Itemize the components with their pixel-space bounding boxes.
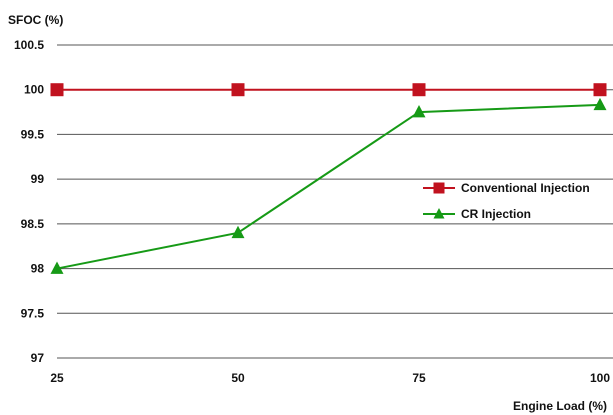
data-point xyxy=(231,83,245,97)
legend-item: CR Injection xyxy=(423,207,531,221)
series-layer xyxy=(50,83,607,274)
data-point xyxy=(50,261,64,274)
y-tick-label: 97.5 xyxy=(21,306,45,320)
y-axis-title: SFOC (%) xyxy=(8,13,63,27)
x-axis-tick-labels: 25 50 75 100 xyxy=(50,371,610,385)
series-line xyxy=(56,103,601,270)
y-tick-label: 100 xyxy=(24,83,44,97)
data-point xyxy=(412,105,426,118)
series-cr-injection xyxy=(50,97,607,274)
y-tick-label: 99 xyxy=(31,172,45,186)
x-axis-title: Engine Load (%) xyxy=(513,399,607,413)
data-point xyxy=(231,225,245,239)
series-conventional-injection xyxy=(50,83,607,97)
legend-label: Conventional Injection xyxy=(461,181,590,195)
y-tick-label: 98 xyxy=(31,262,45,276)
legend-label: CR Injection xyxy=(461,207,531,221)
y-tick-label: 97 xyxy=(31,351,45,365)
gridlines xyxy=(57,44,613,359)
y-tick-label: 98.5 xyxy=(21,217,45,231)
y-tick-label: 100.5 xyxy=(14,38,44,52)
x-tick-label: 50 xyxy=(231,371,245,385)
data-point xyxy=(412,83,426,97)
x-tick-label: 100 xyxy=(590,371,610,385)
legend-item: Conventional Injection xyxy=(423,181,590,195)
x-tick-label: 25 xyxy=(50,371,64,385)
data-point xyxy=(50,83,64,97)
legend: Conventional Injection CR Injection xyxy=(423,181,590,221)
data-point xyxy=(433,182,445,194)
y-tick-label: 99.5 xyxy=(21,127,45,141)
y-axis-tick-labels: 97 97.5 98 98.5 99 99.5 100 100.5 xyxy=(14,38,44,365)
data-point xyxy=(593,97,607,111)
data-point xyxy=(593,83,607,97)
x-tick-label: 75 xyxy=(412,371,426,385)
data-point xyxy=(433,208,445,219)
